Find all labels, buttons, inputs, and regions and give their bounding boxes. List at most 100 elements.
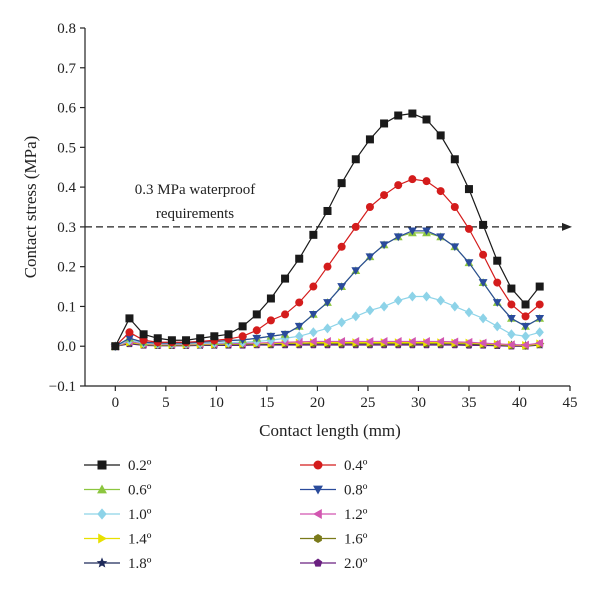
x-tick-label: 15 (259, 395, 274, 411)
data-point (422, 291, 431, 302)
series-0.2º (111, 109, 544, 351)
legend-marker (313, 460, 323, 470)
data-point (492, 339, 501, 349)
data-point (493, 256, 502, 265)
legend-entry: 1.4º (84, 532, 152, 548)
x-tick-label: 0 (112, 395, 120, 411)
data-point (394, 111, 403, 120)
data-point (252, 310, 261, 319)
x-tick-label: 35 (461, 395, 476, 411)
y-tick-label: 0.0 (57, 339, 76, 355)
y-tick-label: 0.7 (57, 61, 76, 77)
data-point (294, 337, 303, 347)
legend-label: 0.2º (128, 458, 152, 474)
data-point (436, 187, 445, 196)
legend-entry: 1.6º (300, 532, 368, 548)
data-point (450, 301, 460, 312)
data-point (450, 203, 459, 211)
data-point (351, 311, 360, 322)
data-point (478, 279, 488, 287)
data-point (281, 274, 290, 283)
data-point (380, 191, 389, 200)
x-tick-label: 45 (563, 395, 578, 411)
data-point (167, 336, 176, 345)
data-point (309, 282, 318, 291)
data-point (393, 337, 402, 346)
data-point (295, 298, 304, 307)
legend-label: 1.2º (344, 507, 368, 523)
data-point (535, 338, 544, 348)
data-point (365, 337, 374, 346)
data-point (337, 337, 346, 346)
x-tick-label: 40 (512, 395, 527, 411)
data-point (196, 334, 205, 343)
data-point (436, 131, 445, 140)
data-point (506, 340, 515, 350)
axes-layer: −0.1 0.0 0.1 0.2 0.3 0.4 0.5 0.6 0.7 0.8 0 5 10 15 20 2… (49, 21, 578, 411)
series-layer (110, 109, 545, 352)
data-point (507, 300, 516, 309)
data-point (323, 323, 332, 334)
data-point (351, 155, 360, 164)
data-point (393, 233, 403, 242)
data-point (493, 278, 502, 287)
y-axis-label: Contact stress (MPa) (21, 136, 40, 279)
data-point (422, 337, 430, 346)
legend-marker (97, 484, 107, 494)
data-point (252, 334, 262, 343)
data-point (351, 222, 360, 231)
data-point (295, 331, 304, 342)
data-point (365, 203, 374, 211)
data-point (308, 311, 318, 319)
data-point (394, 295, 403, 306)
data-point (422, 177, 431, 186)
data-point (407, 337, 416, 346)
data-point (323, 299, 332, 307)
data-point (450, 243, 460, 252)
data-point (281, 310, 290, 319)
data-point (139, 330, 148, 339)
data-point (337, 317, 346, 328)
data-point (506, 314, 516, 323)
data-point (295, 254, 304, 263)
legend-label: 1.6º (344, 532, 368, 548)
legend-marker (96, 557, 108, 568)
data-point (323, 337, 331, 346)
data-point (478, 313, 488, 324)
data-point (365, 305, 375, 316)
legend-marker (97, 508, 107, 520)
data-point (436, 233, 446, 242)
legend-marker (313, 558, 323, 567)
data-point (210, 332, 219, 341)
y-tick-label: 0.8 (57, 21, 76, 37)
data-point (492, 299, 502, 307)
data-point (521, 331, 530, 342)
y-tick-label: 0.4 (57, 180, 76, 196)
data-point (407, 227, 417, 236)
data-point (365, 135, 374, 144)
data-point (535, 314, 545, 323)
data-point (252, 326, 261, 335)
data-point (365, 253, 375, 262)
data-point (464, 185, 473, 194)
legend-marker (313, 485, 323, 495)
data-point (380, 119, 389, 128)
legend-marker (98, 533, 107, 544)
data-point (323, 262, 332, 271)
legend-label: 0.8º (344, 483, 368, 499)
x-tick-label: 25 (360, 395, 375, 411)
data-point (308, 337, 317, 346)
data-point (507, 284, 516, 293)
x-tick-label: 10 (209, 395, 224, 411)
x-axis-label: Contact length (mm) (259, 421, 401, 440)
data-point (238, 332, 247, 341)
y-tick-label: 0.6 (57, 101, 76, 117)
data-point (125, 334, 134, 343)
data-point (507, 329, 516, 340)
reference-label-line2: requirements (156, 206, 234, 222)
legend-entry: 1.8º (84, 556, 152, 572)
x-tick-label: 5 (162, 395, 170, 411)
data-point (464, 307, 474, 318)
data-point (521, 322, 530, 331)
